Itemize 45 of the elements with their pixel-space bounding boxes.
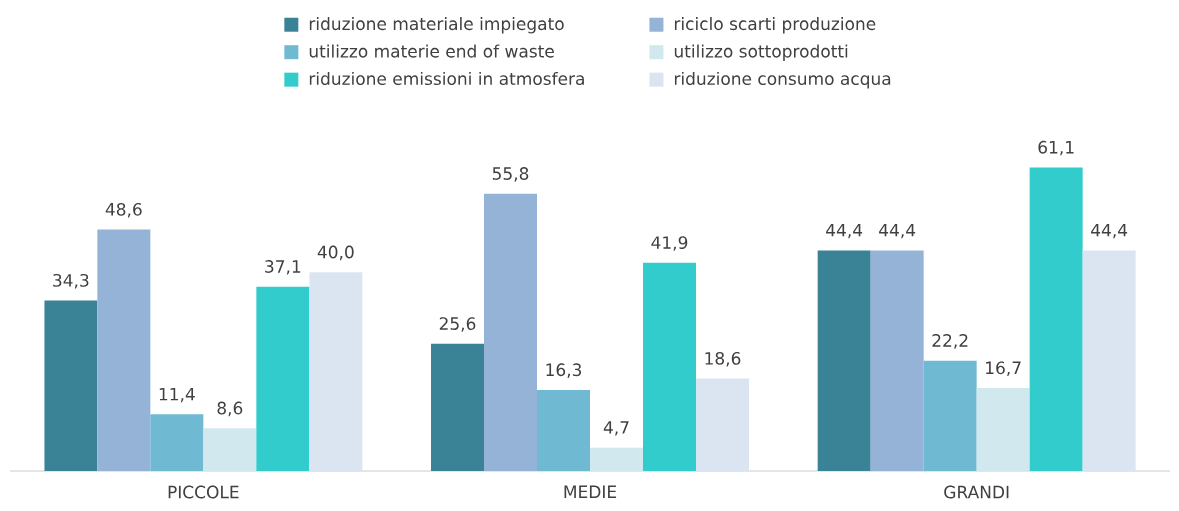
data-label: 44,4: [1091, 223, 1128, 239]
data-label: 18,6: [705, 351, 741, 367]
data-label: 4,7: [603, 421, 629, 436]
bar: [537, 390, 590, 471]
bar: [150, 414, 204, 471]
data-label: 16,3: [546, 363, 582, 378]
bar: [203, 428, 257, 471]
bar: [44, 300, 98, 471]
bar: [97, 229, 151, 471]
bar: [590, 447, 643, 471]
legend-label: riduzione materiale impiegato: [309, 16, 564, 34]
x-tick-label: PICCOLE: [168, 485, 239, 499]
x-tick-label: GRANDI: [944, 485, 1009, 499]
bar: [309, 272, 363, 471]
bar: [817, 250, 871, 471]
bar: [484, 193, 537, 471]
bar: [696, 378, 749, 471]
bar: [976, 388, 1030, 471]
bar: [1082, 250, 1136, 471]
bar: [256, 286, 310, 471]
bar: [870, 250, 924, 471]
bar: [923, 360, 977, 471]
data-label: 22,2: [932, 334, 968, 349]
data-label: 44,4: [879, 223, 916, 239]
bar: [431, 343, 484, 471]
legend-label: riduzione emissioni in atmosfera: [309, 71, 584, 86]
data-label: 25,6: [439, 317, 476, 332]
data-label: 48,6: [105, 202, 142, 218]
legend-label: utilizzo materie end of waste: [309, 44, 554, 58]
data-label: 55,8: [492, 167, 529, 182]
legend-label: riduzione consumo acqua: [674, 71, 891, 89]
data-label: 44,4: [826, 223, 863, 239]
x-tick-label: MEDIE: [564, 485, 617, 498]
legend-label: riciclo scarti produzione: [674, 16, 876, 34]
data-label: 41,9: [651, 236, 688, 251]
data-label: 61,1: [1038, 140, 1074, 156]
data-label: 8,6: [217, 401, 243, 417]
legend-label: utilizzo sottoprodotti: [674, 44, 848, 61]
data-label: 11,4: [159, 387, 195, 403]
data-label: 37,1: [265, 260, 301, 275]
data-label: 40,0: [317, 245, 354, 261]
data-label: 16,7: [986, 361, 1021, 376]
bar: [643, 262, 696, 471]
bar: [1029, 167, 1083, 471]
data-label: 34,3: [53, 273, 89, 289]
